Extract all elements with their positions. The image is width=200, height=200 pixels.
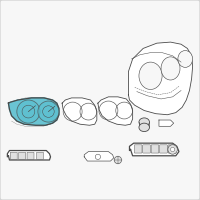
Circle shape (171, 147, 175, 152)
FancyBboxPatch shape (143, 145, 150, 153)
FancyBboxPatch shape (37, 152, 43, 159)
Circle shape (114, 156, 122, 164)
Circle shape (17, 100, 40, 123)
Ellipse shape (139, 62, 162, 89)
Ellipse shape (139, 118, 149, 126)
Polygon shape (62, 98, 97, 125)
Polygon shape (7, 151, 51, 160)
FancyBboxPatch shape (151, 145, 159, 153)
Ellipse shape (139, 123, 149, 132)
FancyBboxPatch shape (10, 152, 17, 159)
Polygon shape (159, 120, 174, 126)
Circle shape (168, 145, 177, 154)
Circle shape (38, 101, 59, 122)
Polygon shape (8, 98, 59, 125)
FancyBboxPatch shape (19, 152, 26, 159)
Polygon shape (98, 97, 133, 125)
FancyBboxPatch shape (27, 152, 34, 159)
Ellipse shape (178, 51, 193, 67)
FancyBboxPatch shape (134, 145, 142, 153)
FancyBboxPatch shape (160, 145, 167, 153)
FancyBboxPatch shape (168, 145, 176, 153)
Polygon shape (129, 143, 179, 156)
Polygon shape (128, 42, 193, 115)
Ellipse shape (161, 57, 180, 80)
Polygon shape (84, 152, 114, 161)
